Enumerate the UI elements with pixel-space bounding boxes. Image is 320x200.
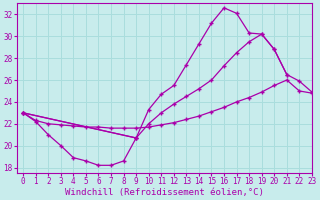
X-axis label: Windchill (Refroidissement éolien,°C): Windchill (Refroidissement éolien,°C) [65, 188, 264, 197]
